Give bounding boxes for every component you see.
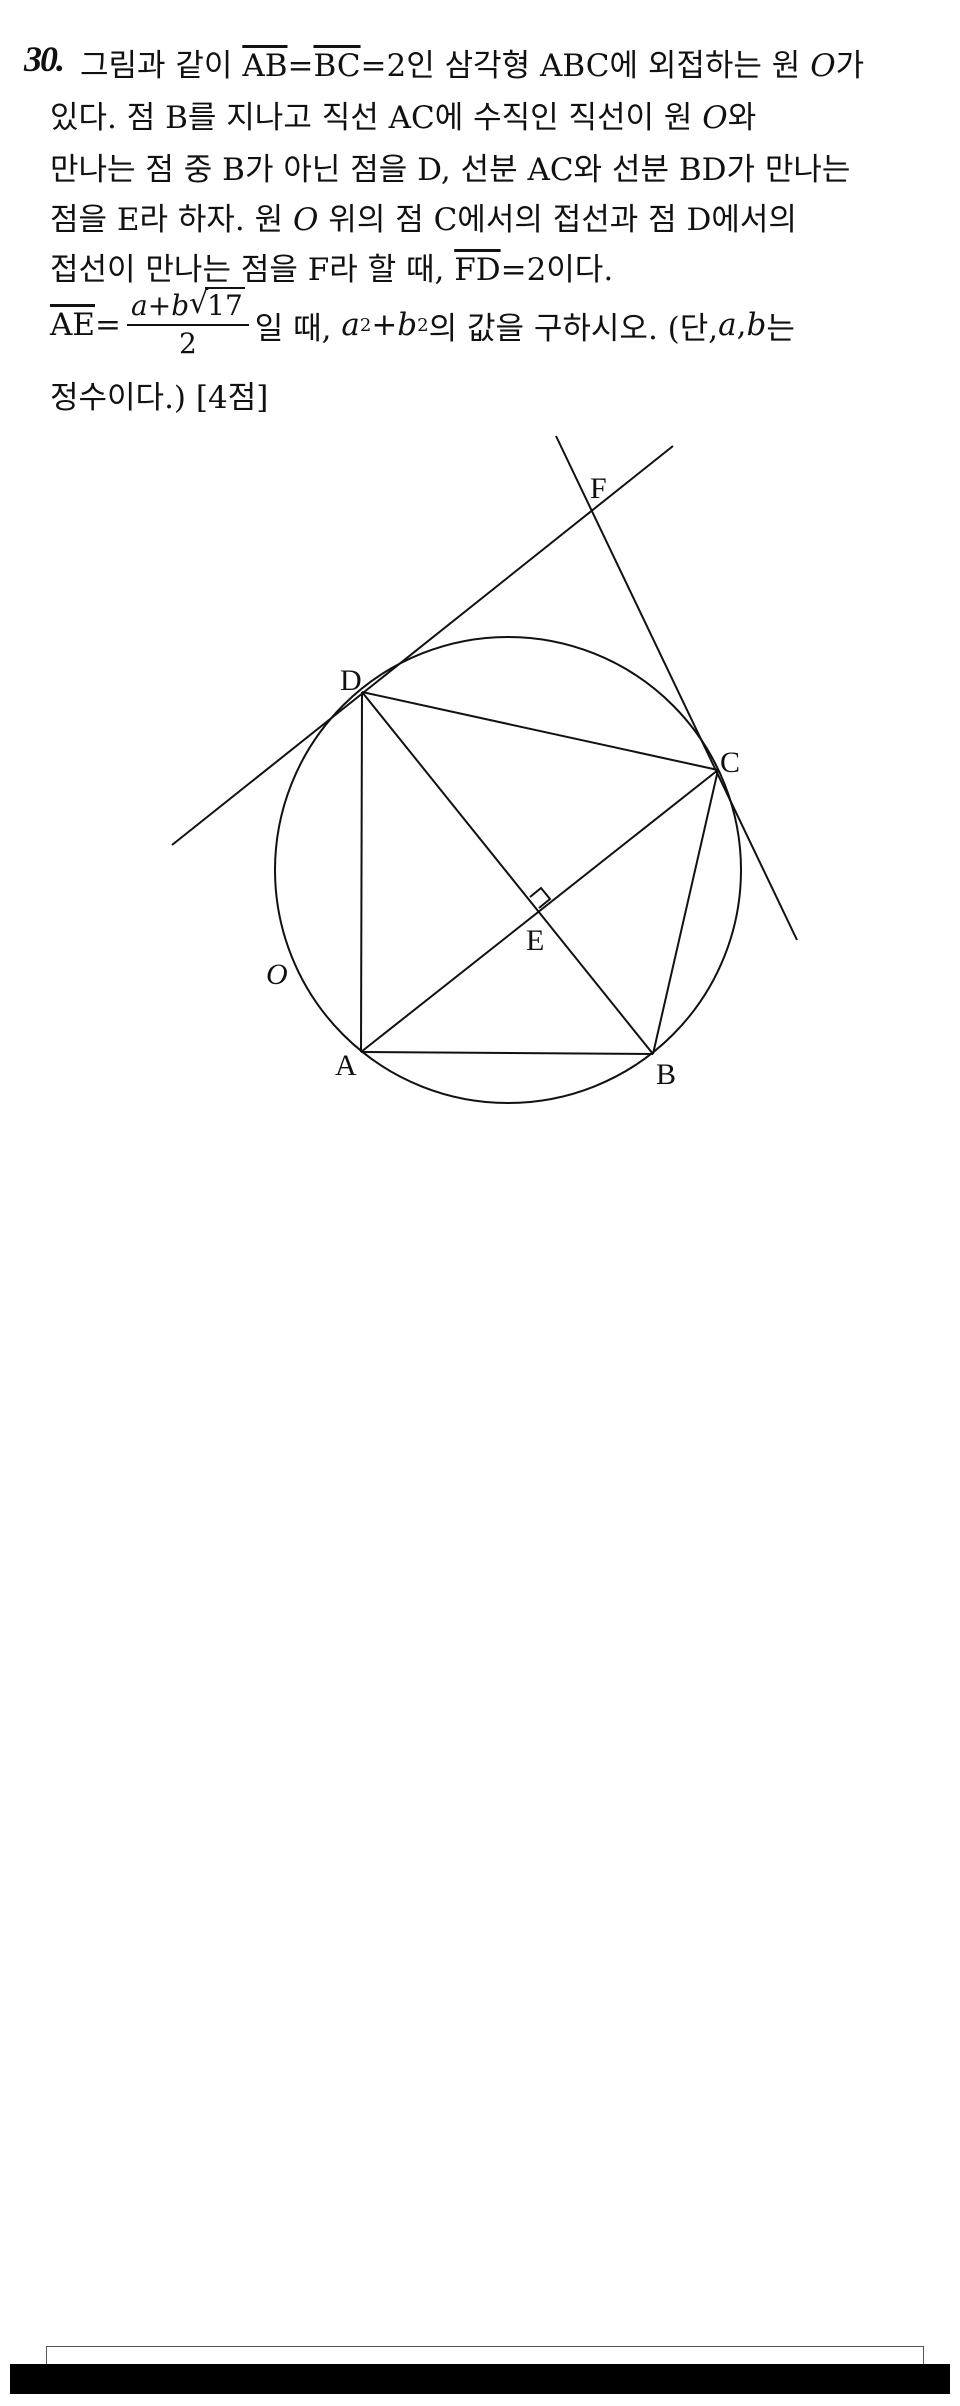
segment-ae: AE	[50, 307, 96, 343]
text-segment: 는	[766, 310, 795, 347]
segment-dc	[361, 691, 719, 771]
text-segment: +	[147, 289, 172, 322]
right-angle-mark	[529, 886, 552, 909]
bottom-bar	[10, 2364, 950, 2394]
var-a: a	[131, 289, 148, 322]
segment-fd: FD	[454, 252, 501, 288]
sqrt-value: 17	[205, 287, 245, 322]
text-segment: =2이다.	[500, 252, 614, 288]
var-b: b	[171, 289, 190, 322]
segment-da	[360, 691, 363, 1053]
text-segment: 그림과 같이	[80, 48, 243, 84]
label-b: B	[656, 1058, 676, 1091]
text-segment: +	[371, 307, 398, 343]
segment-db	[361, 691, 654, 1055]
segment-ab	[360, 1051, 654, 1055]
fraction: a+b √ 17 2	[127, 286, 249, 362]
circle-o-symbol: O	[702, 100, 728, 136]
text-segment: 점을 E라 하자. 원	[50, 202, 294, 238]
var-b: b	[397, 307, 418, 343]
label-a: A	[335, 1049, 357, 1082]
tangent-line-c	[555, 435, 798, 941]
var-b: b	[746, 307, 767, 343]
problem-line-6: AE = a+b √ 17 2 일 때, a 2 + b 2 의 값을 구하시오. (단, a,…	[50, 286, 795, 362]
segment-ab: AB	[242, 48, 288, 84]
bottom-frame	[46, 2346, 924, 2371]
problem-line-2: 있다. 점 B를 지나고 직선 AC에 수직인 직선이 원 O와	[50, 92, 756, 137]
circle-o-symbol: O	[293, 202, 319, 238]
text-segment: =2인 삼각형 ABC에 외접하는 원	[360, 48, 811, 84]
problem-line-4: 점을 E라 하자. 원 O 위의 점 C에서의 접선과 점 D에서의	[50, 194, 797, 239]
label-f: F	[590, 472, 607, 505]
label-o: O	[266, 958, 288, 991]
var-a: a	[718, 307, 737, 343]
problem-number: 30.	[24, 39, 65, 79]
segment-ac	[360, 769, 719, 1053]
text-segment: =	[287, 48, 314, 84]
fraction-denominator: 2	[178, 327, 197, 360]
problem-line-3: 만나는 점 중 B가 아닌 점을 D, 선분 AC와 선분 BD가 만나는	[50, 152, 851, 188]
segment-bc: BC	[313, 48, 361, 84]
text-segment: 일 때,	[254, 310, 332, 347]
var-a: a	[341, 307, 360, 343]
fraction-numerator: a+b √ 17	[127, 286, 249, 326]
sqrt-symbol: √	[189, 286, 209, 321]
problem-line-5: 접선이 만나는 점을 F라 할 때, FD=2이다.	[50, 244, 613, 289]
text-segment: 있다. 점 B를 지나고 직선 AC에 수직인 직선이 원	[50, 100, 703, 136]
label-e: E	[526, 924, 544, 957]
problem-line-1: 그림과 같이 AB=BC=2인 삼각형 ABC에 외접하는 원 O가	[80, 40, 864, 85]
circle-o	[274, 636, 742, 1104]
text-segment: 의 값을 구하시오. (단,	[428, 310, 719, 347]
text-segment: ,	[736, 307, 747, 343]
text-segment: 가	[835, 48, 865, 84]
text-segment: =	[95, 307, 122, 343]
sqrt-17: √ 17	[189, 286, 245, 324]
circle-o-symbol: O	[810, 48, 836, 84]
label-d: D	[340, 664, 362, 697]
exponent: 2	[359, 314, 372, 336]
label-c: C	[720, 746, 740, 779]
text-segment: 위의 점 C에서의 접선과 점 D에서의	[318, 202, 797, 238]
segment-bc	[652, 769, 719, 1055]
problem-line-7: 정수이다.) [4점]	[50, 380, 269, 416]
text-segment: 접선이 만나는 점을 F라 할 때,	[50, 252, 455, 288]
exponent: 2	[417, 314, 429, 336]
tangent-line-d	[171, 445, 674, 846]
text-segment: 와	[727, 100, 757, 136]
